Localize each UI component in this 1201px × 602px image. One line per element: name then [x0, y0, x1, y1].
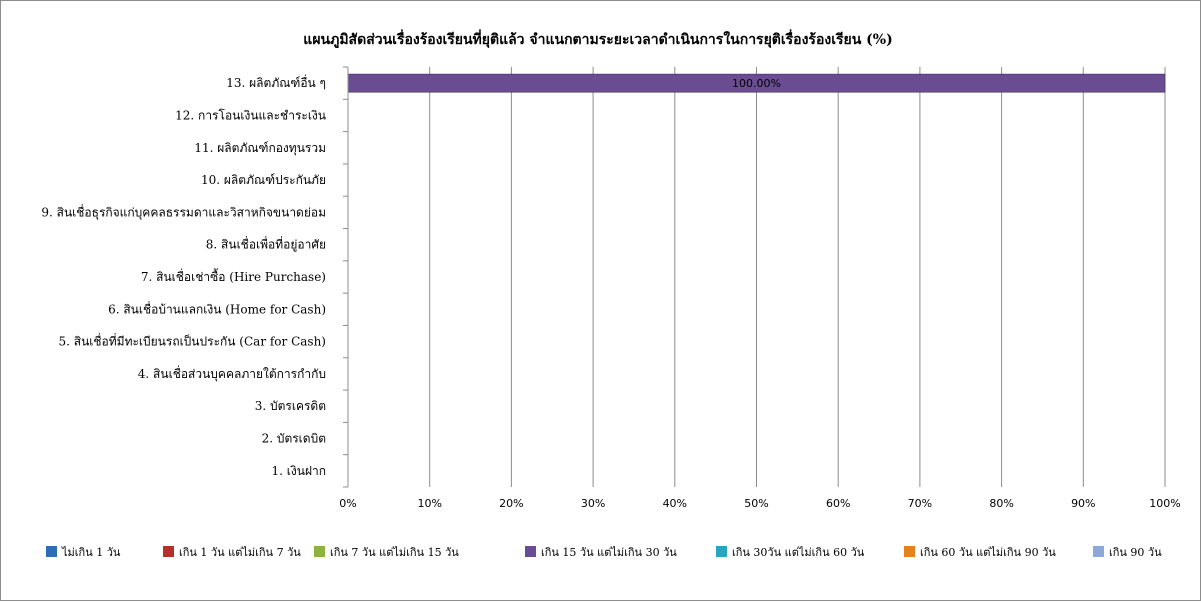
x-tick-label: 10%	[417, 497, 441, 510]
category-label: 10. ผลิตภัณฑ์ประกันภัย	[201, 173, 326, 187]
category-label: 4. สินเชื่อส่วนบุคคลภายใต้การกำกับ	[138, 365, 326, 382]
legend-label: เกิน 15 วัน แต่ไม่เกิน 30 วัน	[541, 546, 677, 559]
x-tick-label: 20%	[499, 497, 523, 510]
legend-swatch	[904, 546, 915, 557]
category-label: 2. บัตรเดบิต	[262, 432, 326, 446]
category-label: 13. ผลิตภัณฑ์อื่น ๆ	[226, 74, 326, 90]
category-label: 1. เงินฝาก	[272, 464, 326, 478]
x-tick-label: 100%	[1149, 497, 1180, 510]
legend-swatch	[314, 546, 325, 557]
legend-swatch	[525, 546, 536, 557]
x-tick-label: 60%	[826, 497, 850, 510]
category-label: 8. สินเชื่อเพื่อที่อยู่อาศัย	[206, 236, 326, 253]
legend-swatch	[46, 546, 57, 557]
data-label: 100.00%	[732, 77, 781, 90]
legend: ไม่เกิน 1 วัน เกิน 1 วัน แต่ไม่เกิน 7 วัน…	[46, 546, 1162, 559]
grid-layer	[429, 67, 1166, 487]
x-tick-label: 0%	[339, 497, 356, 510]
legend-label: ไม่เกิน 1 วัน	[61, 546, 121, 559]
legend-label: เกิน 30วัน แต่ไม่เกิน 60 วัน	[732, 546, 865, 559]
category-label: 7. สินเชื่อเช่าซื้อ (Hire Purchase)	[141, 268, 326, 284]
x-tick-label: 40%	[663, 497, 687, 510]
category-label: 9. สินเชื่อธุรกิจแก่บุคคลธรรมดาและวิสาหก…	[41, 203, 326, 220]
axis-layer	[343, 66, 349, 488]
category-label: 5. สินเชื่อที่มีทะเบียนรถเป็นประกัน (Car…	[59, 333, 327, 349]
legend-label: เกิน 1 วัน แต่ไม่เกิน 7 วัน	[179, 546, 301, 559]
x-tick-label: 80%	[989, 497, 1013, 510]
legend-label: เกิน 90 วัน	[1109, 546, 1162, 559]
category-label: 3. บัตรเครดิต	[255, 399, 326, 413]
labels-layer: 0% 10% 20% 30% 40% 50% 60% 70% 80% 90% 100% 13. ผลิ…	[41, 74, 1180, 510]
x-tick-label: 50%	[744, 497, 768, 510]
x-tick-label: 90%	[1071, 497, 1095, 510]
x-tick-label: 70%	[908, 497, 932, 510]
legend-swatch	[716, 546, 727, 557]
x-tick-label: 30%	[581, 497, 605, 510]
category-label: 6. สินเชื่อบ้านแลกเงิน (Home for Cash)	[108, 300, 326, 316]
chart-title: แผนภูมิสัดส่วนเรื่องร้องเรียนที่ยุติแล้ว…	[303, 29, 892, 48]
legend-swatch	[1093, 546, 1104, 557]
category-label: 11. ผลิตภัณฑ์กองทุนรวม	[194, 141, 326, 156]
legend-swatch	[163, 546, 174, 557]
legend-label: เกิน 60 วัน แต่ไม่เกิน 90 วัน	[920, 546, 1056, 559]
category-label: 12. การโอนเงินและชำระเงิน	[175, 108, 326, 122]
legend-label: เกิน 7 วัน แต่ไม่เกิน 15 วัน	[330, 546, 459, 559]
